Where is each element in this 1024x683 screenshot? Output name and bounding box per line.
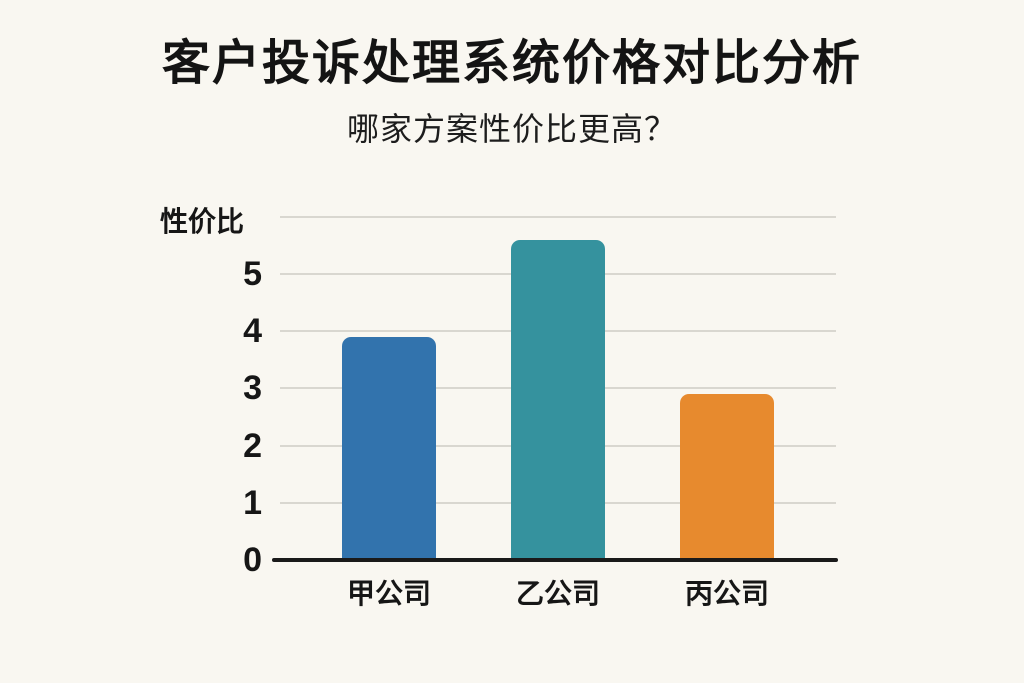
y-axis-title: 性价比	[160, 206, 245, 237]
x-axis-label: 甲公司	[346, 578, 431, 609]
bar-甲公司	[342, 337, 436, 560]
y-tick-label: 0	[243, 541, 262, 579]
x-axis-line	[272, 558, 838, 562]
chart-subtitle: 哪家方案性价比更高？	[346, 111, 677, 147]
y-tick-label: 4	[243, 312, 262, 351]
y-tick-label: 1	[243, 483, 262, 522]
gridline	[280, 215, 836, 218]
y-tick-label: 5	[243, 255, 262, 293]
chart-header: 客户投诉处理系统价格对比分析 哪家方案性价比更高？	[0, 0, 1024, 148]
x-axis-label: 乙公司	[515, 578, 600, 609]
bar-丙公司	[680, 394, 774, 560]
chart-title: 客户投诉处理系统价格对比分析	[161, 37, 862, 90]
x-axis-label: 丙公司	[684, 578, 769, 609]
y-tick-label: 2	[243, 426, 262, 465]
bar-乙公司	[511, 240, 605, 560]
y-tick-label: 3	[243, 369, 262, 408]
